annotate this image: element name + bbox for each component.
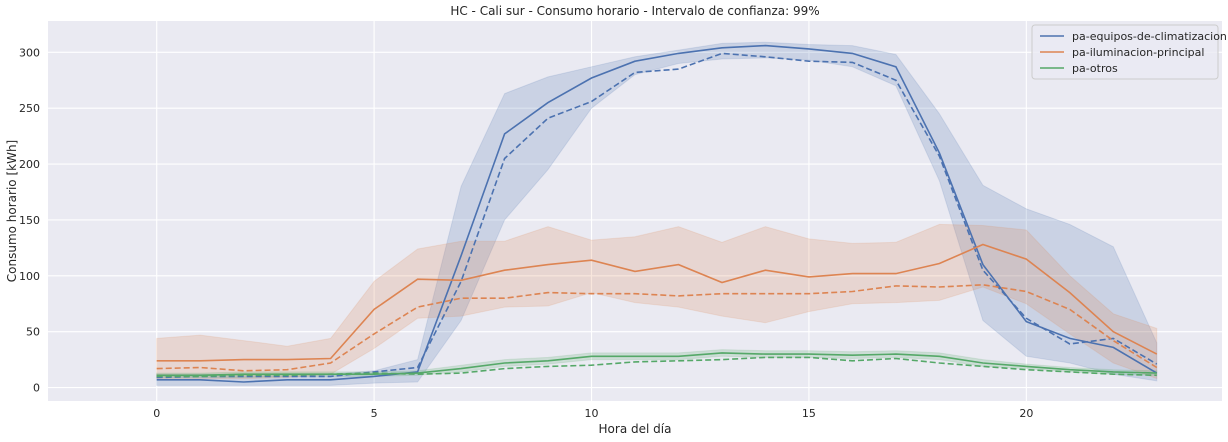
series-line bbox=[156, 243, 1158, 362]
y-tick-labels: 0 50 100 150 200 250 300 bbox=[19, 46, 40, 394]
grid bbox=[48, 21, 1222, 401]
y-tick-label: 150 bbox=[19, 214, 40, 227]
confidence-bands bbox=[156, 41, 1158, 386]
y-tick-label: 200 bbox=[19, 158, 40, 171]
x-tick-label: 5 bbox=[371, 407, 378, 420]
legend-label: pa-otros bbox=[1072, 62, 1118, 75]
chart-title: HC - Cali sur - Consumo horario - Interv… bbox=[450, 4, 819, 18]
x-axis-label: Hora del día bbox=[599, 422, 672, 436]
x-tick-labels: 0 5 10 15 20 bbox=[153, 407, 1033, 420]
y-tick-label: 50 bbox=[26, 326, 40, 339]
series-dashed-line bbox=[156, 356, 1157, 378]
x-tick-label: 10 bbox=[585, 407, 599, 420]
y-tick-label: 250 bbox=[19, 102, 40, 115]
x-tick-label: 15 bbox=[802, 407, 816, 420]
series-lines bbox=[156, 44, 1158, 383]
y-tick-label: 100 bbox=[19, 270, 40, 283]
y-axis-label: Consumo horario [kWh] bbox=[5, 140, 19, 282]
legend-label: pa-equipos-de-climatizacion bbox=[1072, 30, 1227, 43]
series-line bbox=[156, 44, 1158, 383]
x-tick-label: 20 bbox=[1019, 407, 1033, 420]
legend: pa-equipos-de-climatizacion pa-iluminacio… bbox=[1031, 24, 1227, 80]
legend-label: pa-iluminacion-principal bbox=[1072, 46, 1204, 59]
y-tick-label: 300 bbox=[19, 46, 40, 59]
confidence-band bbox=[156, 41, 1158, 386]
x-tick-label: 0 bbox=[153, 407, 160, 420]
series-dashed-line bbox=[156, 52, 1158, 379]
y-tick-label: 0 bbox=[33, 382, 40, 395]
legend-box bbox=[1031, 24, 1219, 80]
series-dashed-line bbox=[156, 283, 1158, 372]
confidence-band bbox=[156, 223, 1158, 380]
